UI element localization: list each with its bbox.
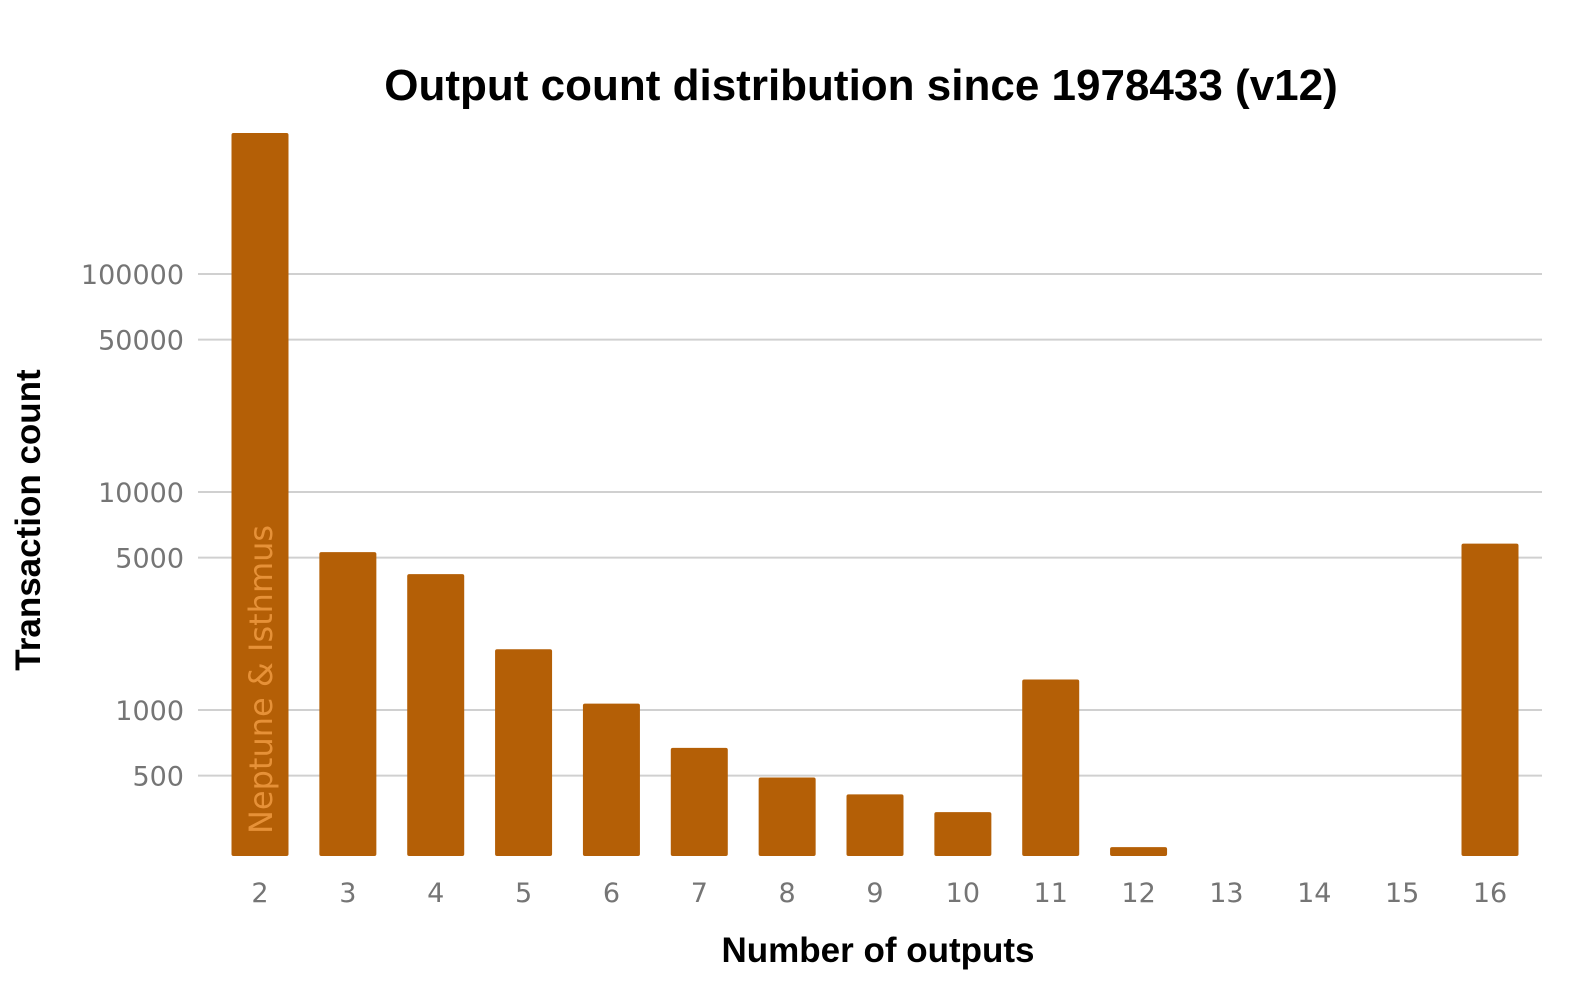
y-tick-labels: 100000 50000 10000 5000 1000 500 xyxy=(81,260,184,793)
x-tick-label: 13 xyxy=(1209,878,1243,909)
bar-10 xyxy=(934,812,992,856)
x-tick-label: 9 xyxy=(866,878,883,909)
x-tick-label: 5 xyxy=(515,878,532,909)
bar-6 xyxy=(582,703,640,856)
x-tick-label: 16 xyxy=(1473,878,1507,909)
bar-2 xyxy=(231,133,289,856)
bar-9 xyxy=(846,794,904,856)
x-tick-label: 4 xyxy=(427,878,444,909)
x-tick-label: 6 xyxy=(603,878,620,909)
bar-4 xyxy=(407,574,465,856)
x-tick-label: 11 xyxy=(1034,878,1068,909)
x-tick-label: 10 xyxy=(946,878,980,909)
y-tick-label: 1000 xyxy=(115,696,184,727)
x-tick-label: 12 xyxy=(1121,878,1155,909)
gridlines xyxy=(198,273,1542,777)
x-tick-label: 3 xyxy=(339,878,356,909)
y-tick-label: 50000 xyxy=(98,326,184,357)
bar-3 xyxy=(319,552,377,856)
x-tick-labels: 2 3 4 5 6 7 8 9 10 11 12 13 14 15 16 xyxy=(251,878,1507,909)
x-tick-label: 2 xyxy=(251,878,268,909)
bar-11 xyxy=(1022,679,1080,856)
bar-12 xyxy=(1110,847,1168,856)
x-tick-label: 7 xyxy=(691,878,708,909)
watermark-annotation: Neptune & Isthmus xyxy=(242,525,280,834)
x-tick-label: 15 xyxy=(1385,878,1419,909)
y-tick-label: 500 xyxy=(132,762,184,793)
y-tick-label: 100000 xyxy=(81,260,184,291)
x-tick-label: 8 xyxy=(779,878,796,909)
y-tick-label: 5000 xyxy=(115,544,184,575)
x-tick-label: 14 xyxy=(1297,878,1331,909)
bars xyxy=(231,133,1519,856)
bar-16 xyxy=(1461,543,1519,856)
bar-7 xyxy=(670,747,728,856)
bar-8 xyxy=(758,777,816,856)
x-axis-title: Number of outputs xyxy=(721,931,1034,970)
bar-5 xyxy=(495,649,553,856)
y-tick-label: 10000 xyxy=(98,478,184,509)
chart-title: Output count distribution since 1978433 … xyxy=(384,61,1338,110)
y-axis-title: Transaction count xyxy=(9,369,48,671)
